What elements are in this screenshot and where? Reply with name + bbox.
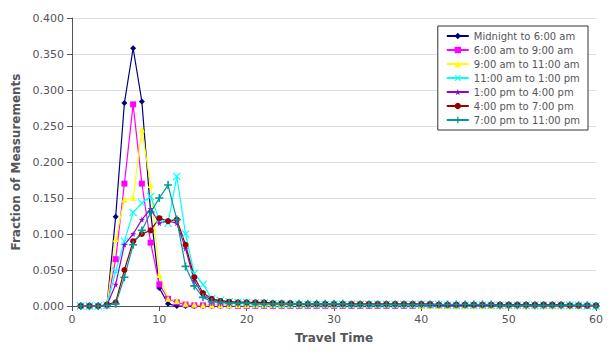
svg-text:Midnight to 6:00 am: Midnight to 6:00 am xyxy=(474,31,575,42)
svg-text:0.400: 0.400 xyxy=(33,12,65,25)
svg-text:0.000: 0.000 xyxy=(33,300,65,313)
svg-text:30: 30 xyxy=(327,313,341,326)
svg-text:0.050: 0.050 xyxy=(33,264,65,277)
svg-text:0.250: 0.250 xyxy=(33,120,65,133)
svg-text:0.300: 0.300 xyxy=(33,84,65,97)
svg-text:7:00 pm to 11:00 pm: 7:00 pm to 11:00 pm xyxy=(474,115,580,126)
svg-text:Fraction of Measurements: Fraction of Measurements xyxy=(9,74,23,251)
svg-text:10: 10 xyxy=(152,313,166,326)
svg-text:0.350: 0.350 xyxy=(33,48,65,61)
svg-text:Travel Time: Travel Time xyxy=(295,331,373,345)
svg-text:0: 0 xyxy=(69,313,76,326)
svg-text:4:00 pm to 7:00 pm: 4:00 pm to 7:00 pm xyxy=(474,101,574,112)
svg-text:20: 20 xyxy=(240,313,254,326)
svg-text:9:00 am to 11:00 am: 9:00 am to 11:00 am xyxy=(474,59,580,70)
svg-text:60: 60 xyxy=(589,313,603,326)
svg-text:6:00 am to 9:00 am: 6:00 am to 9:00 am xyxy=(474,45,573,56)
svg-text:50: 50 xyxy=(502,313,516,326)
svg-text:0.150: 0.150 xyxy=(33,192,65,205)
svg-text:1:00 pm to 4:00 pm: 1:00 pm to 4:00 pm xyxy=(474,87,574,98)
svg-text:40: 40 xyxy=(414,313,428,326)
svg-text:0.200: 0.200 xyxy=(33,156,65,169)
svg-text:0.100: 0.100 xyxy=(33,228,65,241)
svg-text:11:00 am to 1:00 pm: 11:00 am to 1:00 pm xyxy=(474,73,580,84)
